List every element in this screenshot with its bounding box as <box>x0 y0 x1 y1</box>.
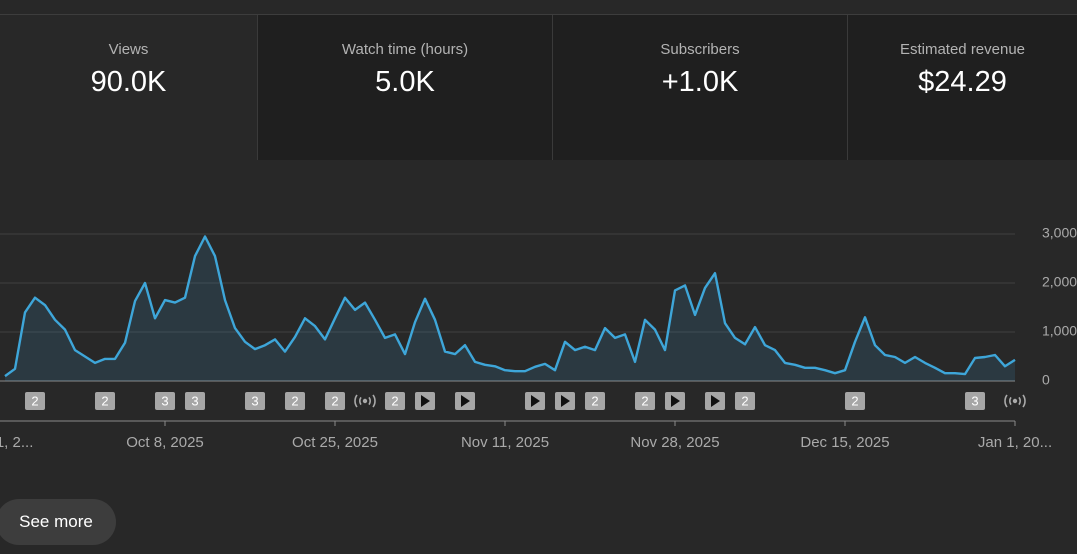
event-count: 3 <box>251 393 258 408</box>
x-tick-label: Sep 21, 2... <box>0 434 33 451</box>
event-count: 2 <box>741 393 748 408</box>
play-icon <box>561 395 570 407</box>
live-wave <box>372 394 376 408</box>
upload-count-event <box>285 392 305 410</box>
play-icon <box>711 395 720 407</box>
live-wave <box>1004 394 1008 408</box>
upload-count-event <box>735 392 755 410</box>
upload-count-event <box>95 392 115 410</box>
event-count: 2 <box>391 393 398 408</box>
event-count: 3 <box>161 393 168 408</box>
upload-count-event <box>155 392 175 410</box>
x-tick-label: Nov 28, 2025 <box>630 434 719 451</box>
event-count: 2 <box>291 393 298 408</box>
metric-value: 90.0K <box>90 66 167 98</box>
event-count: 2 <box>331 393 338 408</box>
play-icon <box>421 395 430 407</box>
live-wave <box>1009 396 1012 406</box>
metric-label: Views <box>108 41 149 58</box>
metric-card[interactable]: Subscribers +1.0K <box>552 15 847 160</box>
event-count: 2 <box>851 393 858 408</box>
metric-label: Subscribers <box>660 41 740 58</box>
y-tick-label: 0 <box>1042 372 1050 388</box>
upload-count-event <box>245 392 265 410</box>
play-icon <box>461 395 470 407</box>
upload-count-event <box>635 392 655 410</box>
chart: 0 1,000 2,000 3,000 Sep 21, 2... Oct 8, 2025 O… <box>0 225 1077 451</box>
upload-count-event <box>385 392 405 410</box>
live-wave <box>354 394 358 408</box>
live-event <box>1004 394 1026 408</box>
event-count: 3 <box>191 393 198 408</box>
metric-card[interactable]: Watch time (hours) 5.0K <box>257 15 552 160</box>
metric-label: Estimated revenue <box>899 41 1026 58</box>
live-wave <box>1022 394 1026 408</box>
upload-count-event <box>25 392 45 410</box>
event-count: 2 <box>591 393 598 408</box>
upload-count-event <box>845 392 865 410</box>
x-tick-label: Jan 1, 20... <box>978 434 1052 451</box>
metric-value: 5.0K <box>375 66 435 98</box>
metric-value: $24.29 <box>918 66 1007 98</box>
live-event <box>354 394 376 408</box>
live-dot <box>1012 398 1018 404</box>
metric-card[interactable]: Views 90.0K <box>0 15 257 160</box>
metric-cards: Views 90.0K Watch time (hours) 5.0K Subs… <box>0 15 1077 160</box>
play-icon <box>531 395 540 407</box>
line <box>4 235 1016 378</box>
y-tick-label: 1,000 <box>1042 323 1077 339</box>
y-tick-label: 3,000 <box>1042 225 1077 241</box>
event-count: 2 <box>101 393 108 408</box>
divider <box>0 14 1077 15</box>
live-wave <box>368 396 371 406</box>
play-icon <box>671 395 680 407</box>
x-tick-label: Nov 11, 2025 <box>461 434 549 451</box>
metric-card[interactable]: Estimated revenue $24.29 <box>847 15 1077 160</box>
live-wave <box>359 396 362 406</box>
event-count: 2 <box>31 393 38 408</box>
live-wave <box>1018 396 1021 406</box>
metric-label: Watch time (hours) <box>341 41 469 58</box>
x-tick-label: Oct 8, 2025 <box>126 434 204 451</box>
see-more-button[interactable]: See more <box>0 499 116 545</box>
upload-count-event <box>185 392 205 410</box>
x-tick-label: Oct 25, 2025 <box>292 434 378 451</box>
upload-count-event <box>965 392 985 410</box>
area <box>5 236 1015 381</box>
y-tick-label: 2,000 <box>1042 274 1077 290</box>
upload-count-event <box>325 392 345 410</box>
event-count: 3 <box>971 393 978 408</box>
event-count: 2 <box>641 393 648 408</box>
metric-value: +1.0K <box>661 66 739 98</box>
x-tick-label: Dec 15, 2025 <box>800 434 889 451</box>
upload-count-event <box>585 392 605 410</box>
live-dot <box>362 398 368 404</box>
